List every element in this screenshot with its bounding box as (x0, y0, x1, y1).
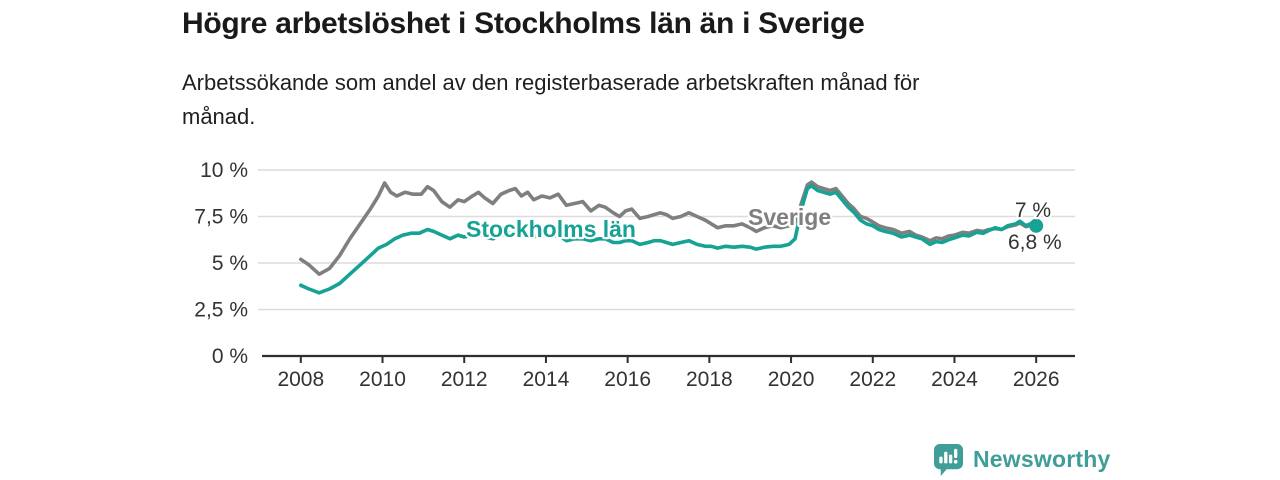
y-tick-label: 5 % (212, 252, 248, 275)
y-tick-label: 7,5 % (194, 206, 248, 229)
bar-chart-speech-bubble-icon (933, 444, 964, 476)
x-tick-label: 2022 (849, 368, 896, 391)
x-tick-label: 2018 (686, 368, 733, 391)
x-tick-label: 2024 (931, 368, 978, 391)
annotation-label: Stockholms län (466, 216, 636, 242)
x-tick-label: 2012 (441, 368, 488, 391)
y-tick-label: 2,5 % (194, 299, 248, 322)
x-tick-label: 2016 (604, 368, 651, 391)
series-end-dot (1029, 218, 1044, 233)
page-title: Högre arbetslöshet i Stockholms län än i… (182, 7, 865, 40)
newsworthy-logo[interactable]: Newsworthy (933, 443, 1110, 476)
newsworthy-logo-text: Newsworthy (973, 446, 1111, 472)
x-tick-label: 2026 (1013, 368, 1060, 391)
annotation-label: Sverige (748, 204, 831, 230)
chart-header: Högre arbetslöshet i Stockholms län än i… (182, 6, 1082, 134)
subtitle-line-2: månad. (182, 104, 256, 129)
data-series (298, 180, 1044, 295)
annotation-label: 7 % (1015, 199, 1051, 222)
x-tick-label: 2014 (523, 368, 570, 391)
series-line-stockholms-l-n (298, 184, 1038, 295)
subtitle-line-1: Arbetssökande som andel av den registerb… (182, 70, 920, 95)
x-tick-label: 2010 (359, 368, 406, 391)
chart-annotations: Stockholms län Sverige 7 % 6,8 % (464, 197, 1064, 257)
y-tick-label: 0 % (212, 345, 248, 368)
series-line-sverige (298, 180, 1042, 277)
y-tick-label: 10 % (200, 159, 248, 182)
x-tick-label: 2020 (768, 368, 815, 391)
x-tick-label: 2008 (277, 368, 324, 391)
page-subtitle: Arbetssökande som andel av den registerb… (182, 66, 1082, 134)
axes: 0 % 2,5 % 5 % 7,5 % 10 % 2008 2010 2012 2014 2016… (194, 159, 1075, 391)
annotation-label: 6,8 % (1008, 231, 1062, 254)
